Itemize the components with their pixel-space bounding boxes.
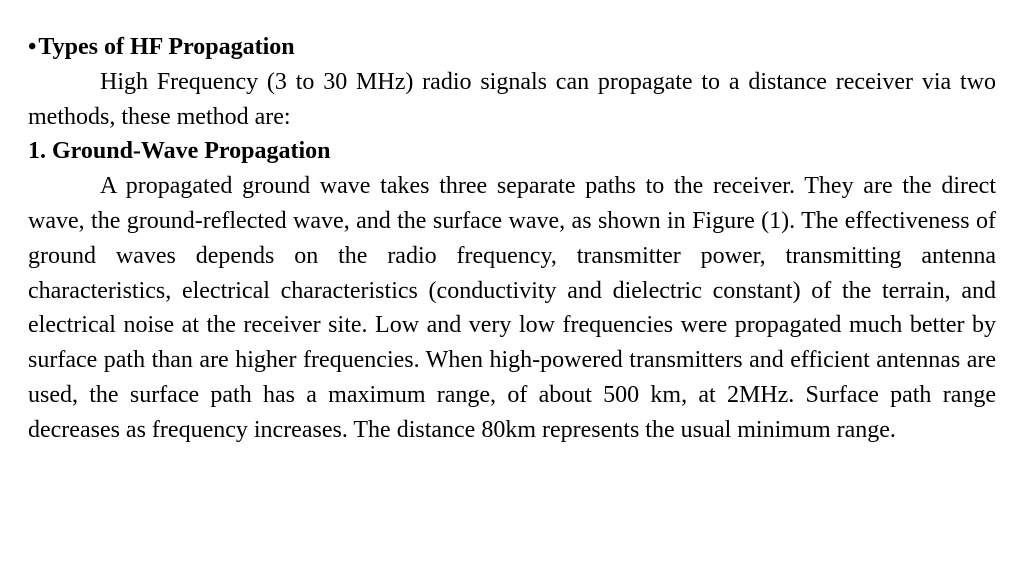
body-paragraph: A propagated ground wave takes three sep…	[28, 169, 996, 447]
body-text: A propagated ground wave takes three sep…	[28, 173, 996, 443]
main-heading: •Types of HF Propagation	[28, 30, 996, 65]
section-heading: 1. Ground-Wave Propagation	[28, 134, 996, 169]
intro-text: High Frequency (3 to 30 MHz) radio signa…	[28, 69, 996, 130]
section-number: 1.	[28, 138, 46, 164]
section-title: Ground-Wave Propagation	[52, 138, 330, 164]
bullet-icon: •	[28, 30, 36, 65]
heading-text: Types of HF Propagation	[38, 34, 294, 60]
intro-paragraph: High Frequency (3 to 30 MHz) radio signa…	[28, 65, 996, 135]
